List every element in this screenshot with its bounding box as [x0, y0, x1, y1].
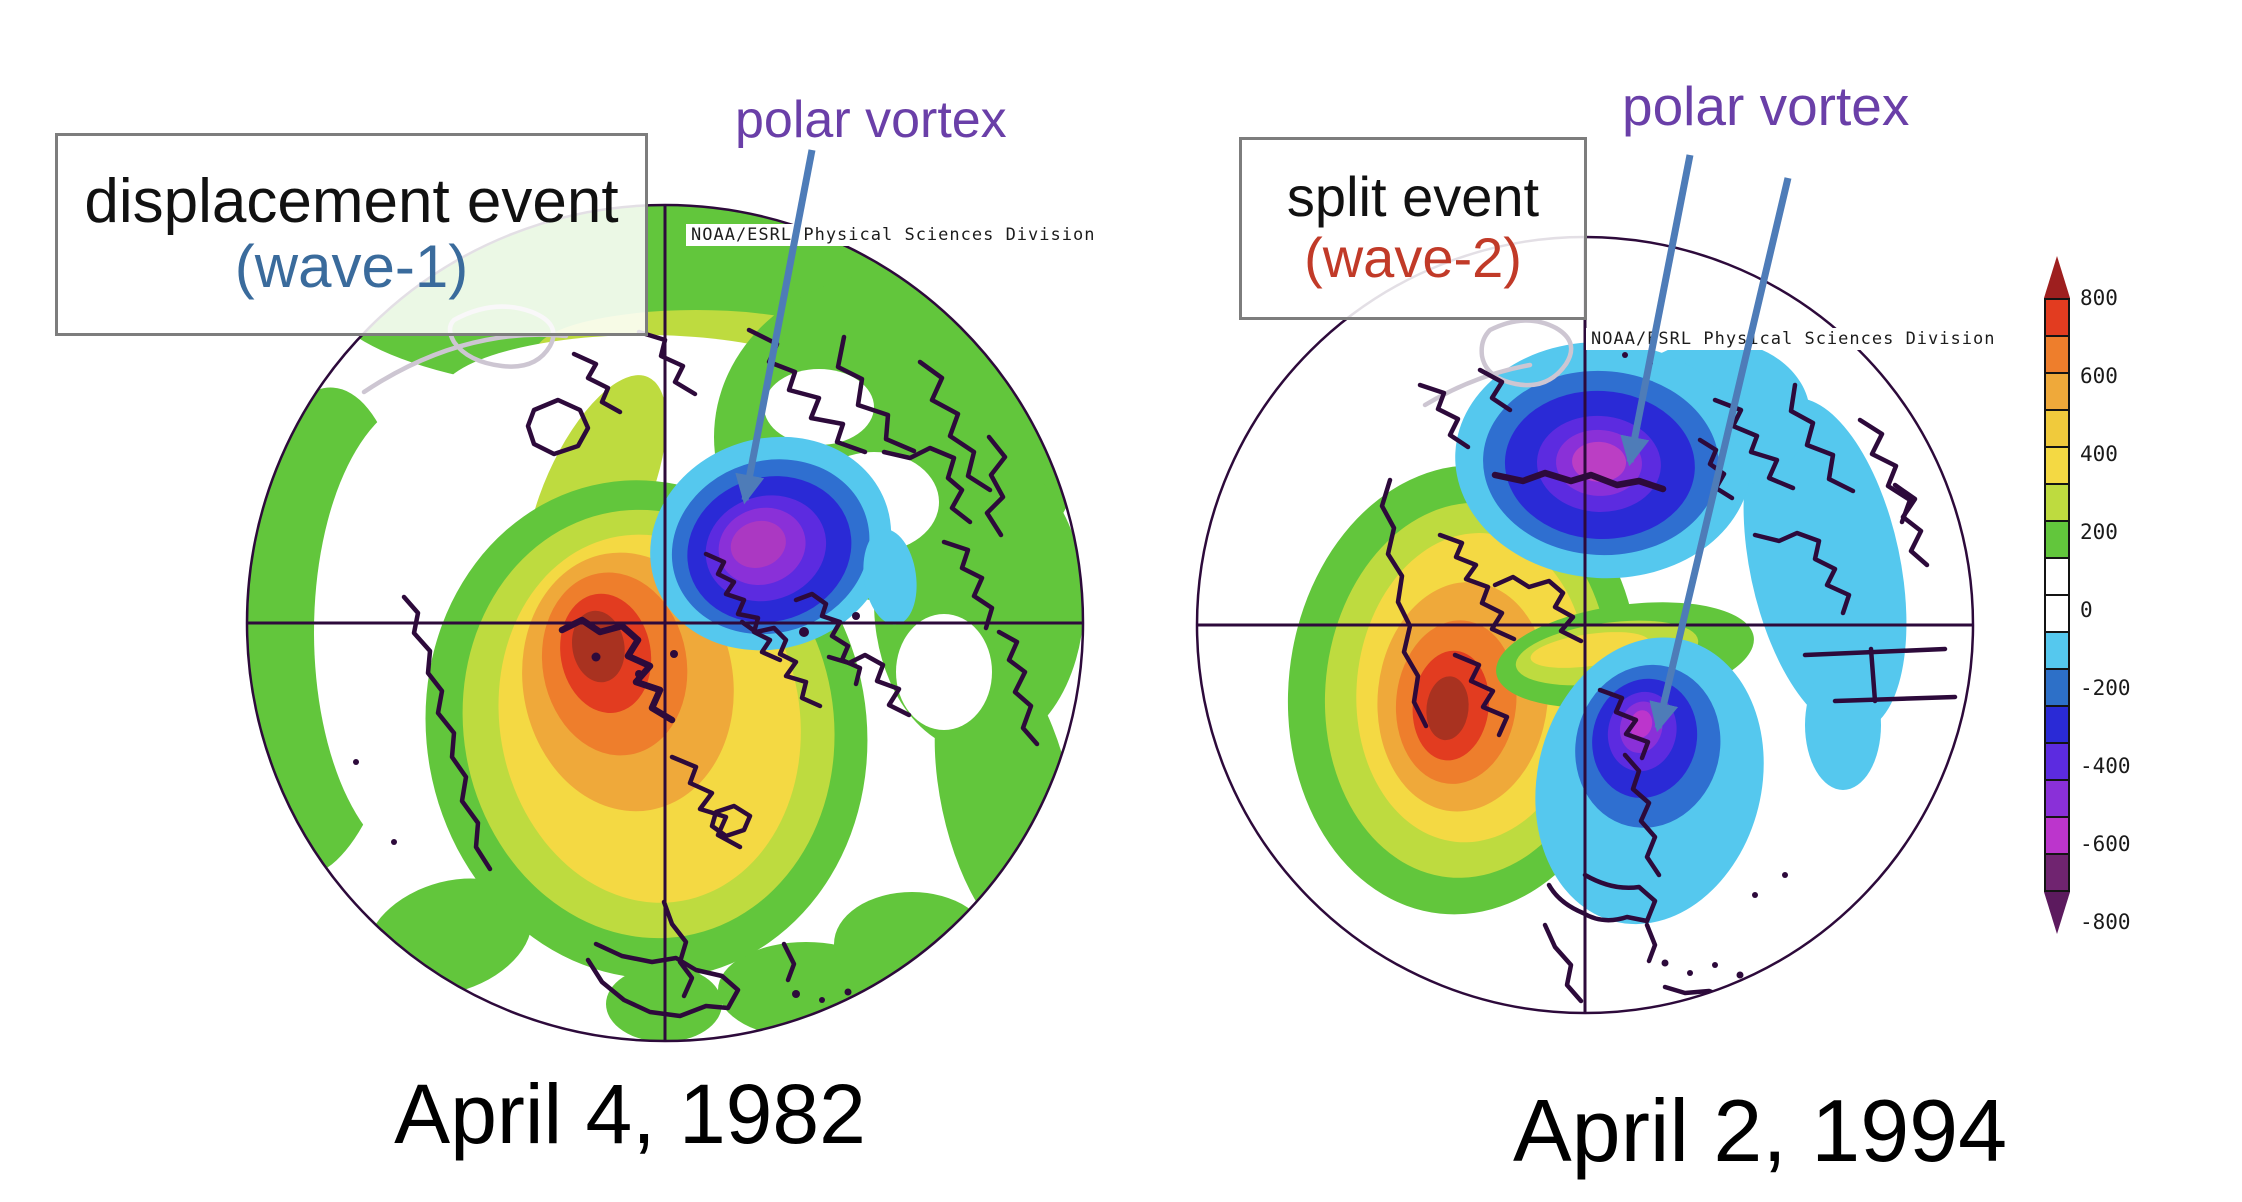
polar-vortex-annotation-left: polar vortex [735, 91, 1007, 149]
colorbar-segment [2044, 779, 2070, 818]
colorbar-segment [2044, 742, 2070, 781]
colorbar-segment [2044, 372, 2070, 411]
colorbar-segment [2044, 557, 2070, 596]
colorbar-tick: 400 [2080, 442, 2118, 466]
colorbar-segment [2044, 668, 2070, 707]
split-event-callout: split event (wave-2) [1239, 137, 1587, 320]
map-displacement-event [245, 203, 1085, 1043]
coastlines-right [1379, 318, 1958, 1004]
crosshair-left [247, 205, 1083, 1041]
noaa-credit-right: NOAA/ESRL Physical Sciences Division [1586, 328, 2001, 350]
colorbar-bottom-arrow [2044, 892, 2070, 934]
colorbar-segment [2044, 853, 2070, 892]
colorbar-tick: -200 [2080, 676, 2131, 700]
colorbar-segment [2044, 631, 2070, 670]
date-caption-left: April 4, 1982 [394, 1067, 866, 1161]
colorbar-tick: 600 [2080, 364, 2118, 388]
colorbar-segment [2044, 409, 2070, 448]
date-caption-right: April 2, 1994 [1512, 1081, 2008, 1180]
colorbar-tick: 200 [2080, 520, 2118, 544]
colorbar-segment [2044, 705, 2070, 744]
colorbar-segment [2044, 483, 2070, 522]
polar-vortex-annotation-right: polar vortex [1622, 75, 1910, 137]
colorbar-tick: 0 [2080, 598, 2093, 622]
wave-mode-label: (wave-2) [1304, 226, 1522, 290]
displacement-event-callout: displacement event (wave-1) [55, 133, 648, 336]
colorbar-top-arrow [2044, 256, 2070, 298]
colorbar-tick: -400 [2080, 754, 2131, 778]
cold-anomaly-patch-left [863, 529, 917, 625]
wave-mode-label: (wave-1) [234, 233, 469, 301]
map-split-event [1195, 235, 1975, 1015]
noaa-credit-left: NOAA/ESRL Physical Sciences Division [686, 224, 1101, 246]
colorbar-segment [2044, 335, 2070, 374]
event-type-label: split event [1286, 165, 1540, 229]
colorbar-tick: -600 [2080, 832, 2131, 856]
crosshair-right [1198, 238, 1972, 1012]
colorbar-tick: 800 [2080, 286, 2118, 310]
colorbar-segment [2044, 520, 2070, 559]
event-type-label: displacement event [84, 166, 619, 236]
colorbar-tick: -800 [2080, 910, 2131, 934]
colorbar-segment [2044, 446, 2070, 485]
colorbar-segment [2044, 816, 2070, 855]
map-rim-left [245, 203, 1085, 1043]
colorbar-segment [2044, 594, 2070, 633]
polar-vortex-blob-left [650, 436, 892, 651]
colorbar-segment [2044, 298, 2070, 337]
colorbar: 800 600 400 200 0 -200 -400 -600 -800 [2044, 256, 2214, 1016]
